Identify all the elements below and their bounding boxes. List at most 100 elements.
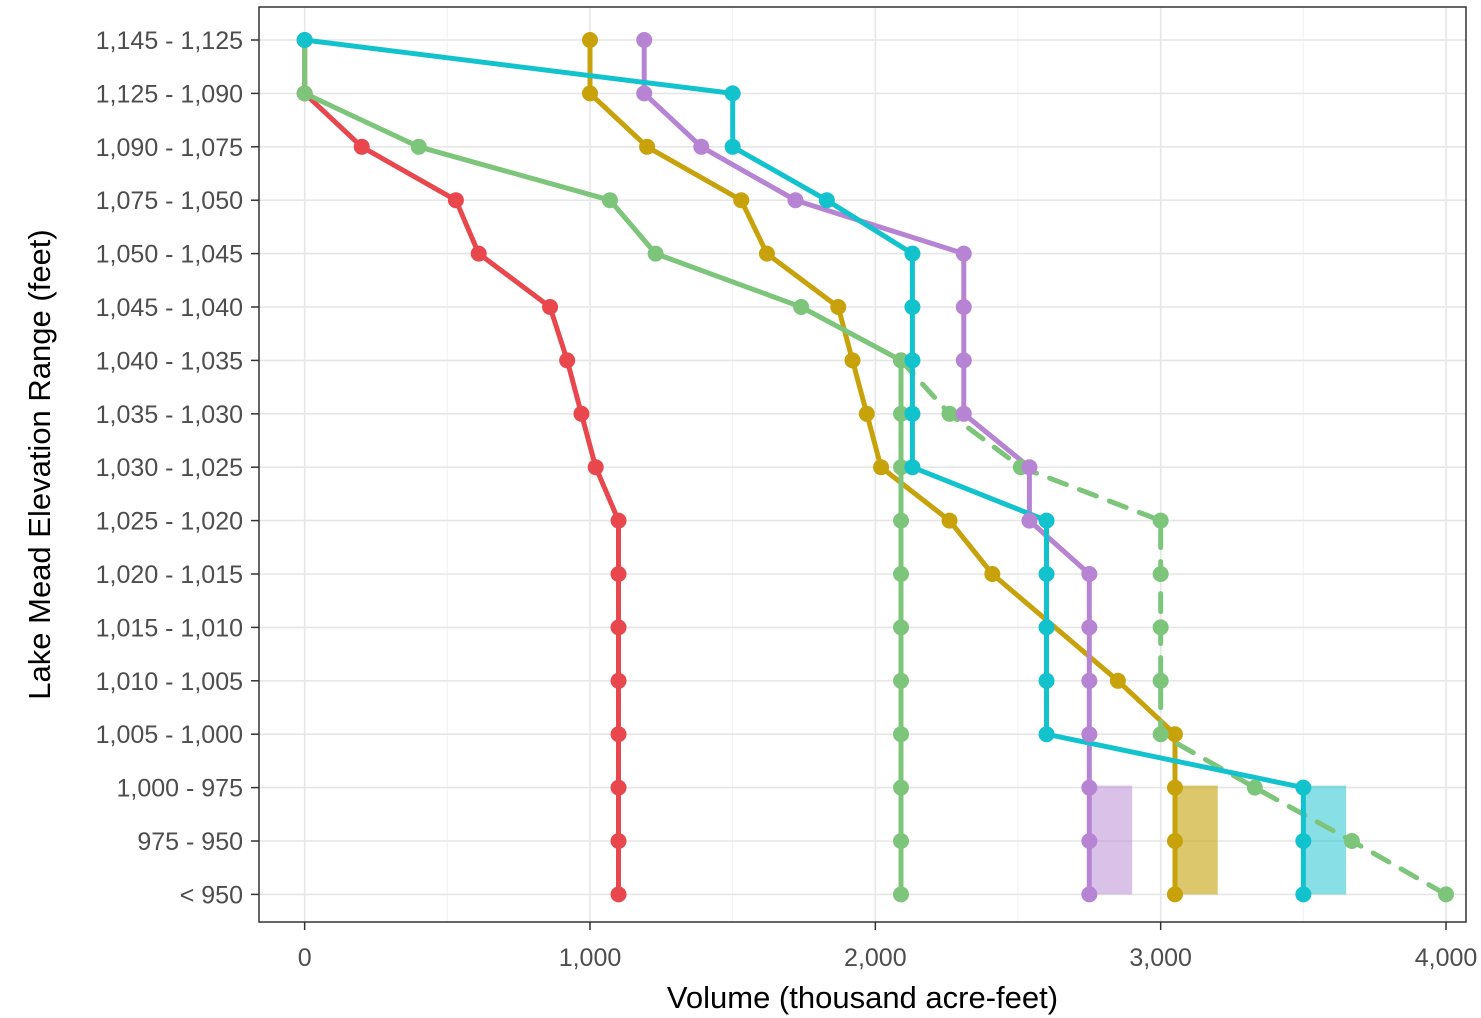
y-axis: 1,145 - 1,125 1,125 - 1,090 1,090 - 1,075 1… [96,27,259,909]
data-point [296,32,313,48]
data-point [1081,886,1098,903]
y-tick-label: 1,015 - 1,010 [96,614,243,642]
data-point [1152,512,1169,529]
y-tick-label: 1,045 - 1,040 [96,294,243,322]
data-point [1246,779,1263,796]
data-point [858,405,875,422]
data-point [893,672,910,689]
data-point [1038,512,1055,529]
data-point [581,85,598,102]
data-point [610,619,627,636]
y-tick-label: 1,040 - 1,035 [96,347,243,375]
data-point [636,85,653,102]
y-tick-label: 1,145 - 1,125 [96,27,243,55]
data-point [724,85,741,102]
data-point [893,619,910,636]
data-point [724,138,741,155]
data-point [1021,459,1038,476]
x-axis-title: Volume (thousand acre-feet) [667,980,1058,1015]
data-point [1081,566,1098,582]
data-point [410,138,427,155]
data-point [941,405,958,422]
data-point [559,352,576,369]
data-point [893,459,910,476]
data-point [893,886,910,903]
data-point [818,192,835,209]
data-point [647,245,664,262]
data-point [873,459,890,476]
y-tick-label: 1,010 - 1,005 [96,668,243,696]
data-point [470,245,487,262]
data-point [893,833,910,849]
data-point [955,352,972,369]
data-point [893,726,910,743]
data-point [758,245,775,262]
data-point [787,192,804,209]
data-point [904,405,921,422]
data-point [587,459,604,476]
y-tick-label: 1,035 - 1,030 [96,401,243,429]
data-point [610,726,627,743]
data-point [1081,619,1098,636]
data-point [581,32,598,48]
data-point [904,459,921,476]
data-point [793,299,810,315]
data-point [610,886,627,903]
data-point [830,299,847,315]
data-point [1343,833,1360,849]
data-point [1038,726,1055,743]
y-tick-label: 1,020 - 1,015 [96,561,243,589]
y-tick-label: 1,090 - 1,075 [96,134,243,162]
data-point [693,138,710,155]
data-point [893,512,910,529]
data-point [1438,886,1455,903]
data-point [904,299,921,315]
x-axis: 0 1,000 2,000 3,000 4,000 [298,922,1478,972]
data-point [893,352,910,369]
y-tick-label: 975 - 950 [137,828,243,856]
data-point [1152,672,1169,689]
data-point [353,138,370,155]
data-point [1081,726,1098,743]
x-tick-label: 2,000 [844,944,907,972]
data-point [955,245,972,262]
data-point [955,299,972,315]
plot-border [258,6,1467,923]
data-point [610,566,627,582]
data-point [941,512,958,529]
series-points [296,32,1455,903]
data-point [844,352,861,369]
data-point [984,566,1001,582]
data-point [447,192,464,209]
data-point [1166,779,1183,796]
data-point [733,192,750,209]
data-point [296,85,313,102]
data-point [639,138,656,155]
data-point [893,566,910,582]
data-point [573,405,590,422]
data-point [904,245,921,262]
major-gridlines [259,7,1466,922]
y-tick-label: 1,125 - 1,090 [96,80,243,108]
y-tick-label: 1,050 - 1,045 [96,241,243,269]
data-point [1152,726,1169,743]
data-point [1152,566,1169,582]
data-point [610,833,627,849]
data-point [1021,512,1038,529]
data-point [542,299,559,315]
y-tick-label: 1,000 - 975 [117,775,244,803]
x-tick-label: 4,000 [1415,944,1478,972]
y-tick-label: 1,025 - 1,020 [96,508,243,536]
data-point [1038,566,1055,582]
data-point [904,352,921,369]
data-point [601,192,618,209]
x-tick-label: 3,000 [1129,944,1192,972]
data-point [1295,886,1312,903]
data-point [1038,672,1055,689]
x-tick-label: 0 [298,944,312,972]
data-point [1166,833,1183,849]
y-tick-label: 1,005 - 1,000 [96,721,243,749]
data-point [610,779,627,796]
